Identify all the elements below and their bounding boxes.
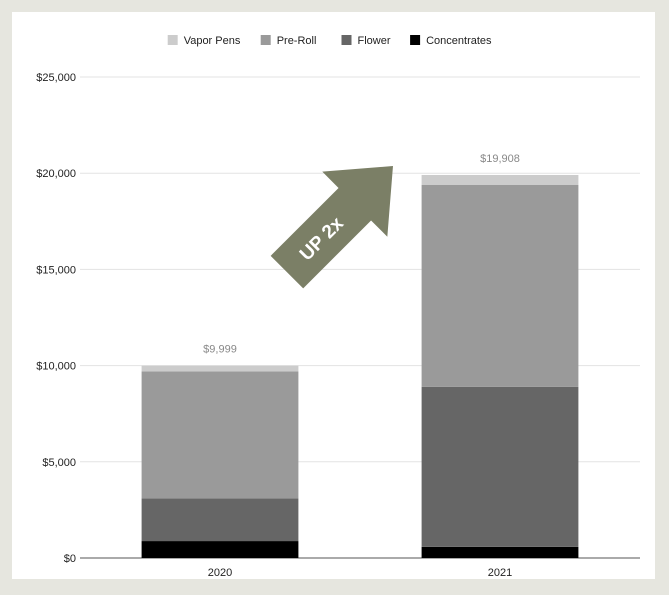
y-tick-label: $10,000 bbox=[36, 361, 76, 373]
legend-swatch bbox=[341, 35, 352, 45]
bar-segment-flower bbox=[141, 498, 299, 542]
bar-segment-concentrates bbox=[141, 541, 299, 558]
up-2x-arrow-callout: UP 2x bbox=[270, 166, 393, 289]
legend-label: Flower bbox=[358, 35, 391, 47]
x-tick-label: 2021 bbox=[488, 567, 512, 579]
stacked-bar-chart: $0 $5,000 $10,000 $15,000 $20,000 $25,000 $9,… bbox=[36, 35, 640, 579]
legend-label: Vapor Pens bbox=[184, 35, 241, 47]
x-tick-label: 2020 bbox=[208, 567, 232, 579]
legend-label: Concentrates bbox=[426, 35, 492, 47]
legend-swatch bbox=[410, 35, 421, 45]
legend-item-flower: Flower bbox=[341, 35, 391, 47]
legend-label: Pre-Roll bbox=[277, 35, 317, 47]
legend-item-vapor-pens: Vapor Pens bbox=[167, 35, 241, 47]
bar-total-label: $9,999 bbox=[203, 344, 237, 356]
bar-segment-pre-roll bbox=[421, 184, 579, 387]
chart-panel: $0 $5,000 $10,000 $15,000 $20,000 $25,000 $9,… bbox=[12, 12, 655, 579]
y-tick-label: $5,000 bbox=[42, 457, 76, 469]
legend-swatch bbox=[260, 35, 271, 45]
bar-segment-concentrates bbox=[421, 546, 579, 558]
y-tick-label: $15,000 bbox=[36, 264, 76, 276]
bar-segment-vapor-pens bbox=[141, 365, 299, 372]
y-tick-label: $0 bbox=[64, 553, 76, 565]
bar-segment-vapor-pens bbox=[421, 174, 579, 185]
bar-segment-pre-roll bbox=[141, 371, 299, 499]
up-arrow-icon bbox=[270, 166, 393, 289]
legend-item-pre-roll: Pre-Roll bbox=[260, 35, 317, 47]
bar-segment-flower bbox=[421, 386, 579, 547]
bar-total-label: $19,908 bbox=[480, 153, 520, 165]
legend-item-concentrates: Concentrates bbox=[410, 35, 492, 47]
y-tick-label: $20,000 bbox=[36, 168, 76, 180]
legend-swatch bbox=[167, 35, 178, 45]
y-tick-label: $25,000 bbox=[36, 72, 76, 84]
